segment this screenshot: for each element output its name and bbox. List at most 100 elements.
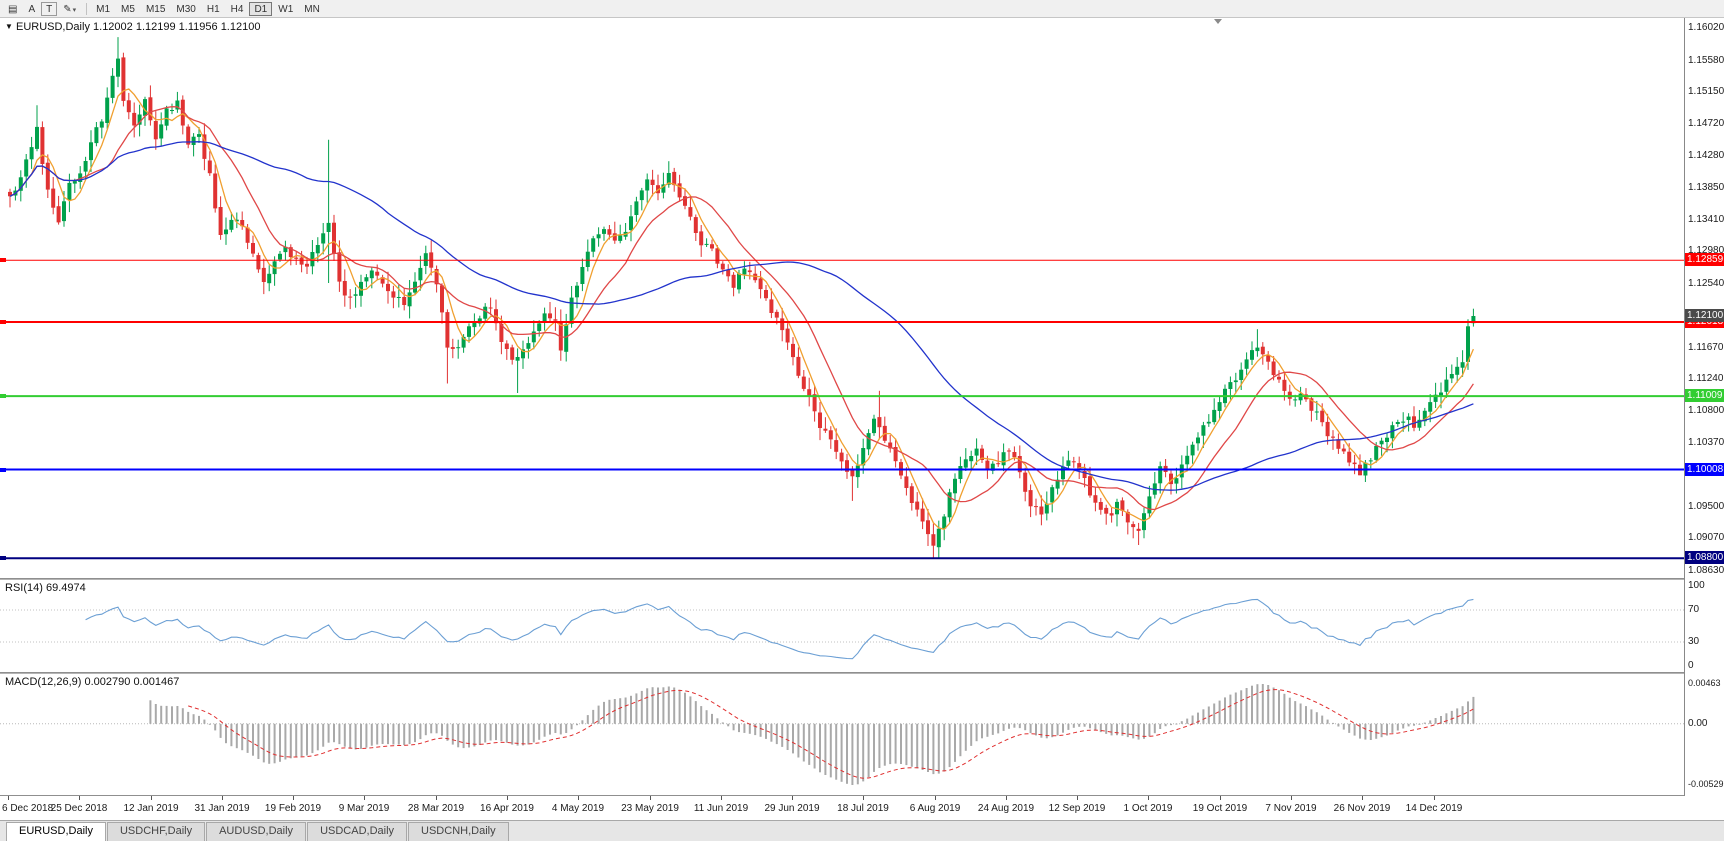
- date-axis-tick: 28 Mar 2019: [407, 803, 465, 814]
- moving-average-lines: [9, 88, 1474, 531]
- date-tick-mark: [1148, 796, 1149, 800]
- timeframe-button-m1[interactable]: M1: [96, 3, 111, 15]
- drawing-tool-icon[interactable]: ✎▾: [63, 3, 77, 15]
- price-line-label: 1.08800: [1685, 551, 1724, 565]
- date-axis-tick: 16 Apr 2019: [480, 803, 534, 814]
- date-axis-tick: 11 Jun 2019: [693, 803, 749, 814]
- rsi-axis-tick: 100: [1688, 580, 1705, 591]
- chart-symbol-period: EURUSD,Daily: [15, 21, 90, 33]
- support-resistance-lines[interactable]: [0, 259, 1684, 560]
- hline-left-marker[interactable]: [0, 258, 6, 263]
- chart-tab-usdcad-daily[interactable]: USDCAD,Daily: [307, 822, 408, 841]
- date-tick-mark: [792, 796, 793, 800]
- price-axis-tick: 1.11240: [1688, 373, 1724, 385]
- chart-tab-usdcnh-daily[interactable]: USDCNH,Daily: [408, 822, 509, 841]
- date-tick-mark: [151, 796, 152, 800]
- price-axis-tick: 1.10370: [1688, 436, 1724, 448]
- date-tick-mark: [507, 796, 508, 800]
- date-tick-mark: [1220, 796, 1221, 800]
- date-axis-tick: 24 Aug 2019: [977, 803, 1035, 814]
- price-line-label: 1.10008: [1685, 462, 1724, 476]
- text-tool-icon[interactable]: T: [41, 1, 58, 16]
- ohlc-high: 1.12199: [135, 21, 176, 33]
- rsi-value: 69.4974: [45, 582, 86, 594]
- pane-divider[interactable]: [0, 795, 1724, 796]
- date-axis-tick: 12 Sep 2019: [1048, 803, 1106, 814]
- chart-tab-audusd-daily[interactable]: AUDUSD,Daily: [206, 822, 307, 841]
- pane-divider[interactable]: [0, 672, 1724, 674]
- current-price-label: 1.12100: [1685, 308, 1724, 322]
- timeframe-button-mn[interactable]: MN: [304, 3, 320, 15]
- date-axis-tick: 19 Oct 2019: [1192, 803, 1248, 814]
- date-axis-tick: 31 Jan 2019: [194, 803, 250, 814]
- chart-tab-usdchf-daily[interactable]: USDCHF,Daily: [106, 822, 206, 841]
- date-axis-tick: 14 Dec 2019: [1405, 803, 1463, 814]
- price-axis-tick: 1.15150: [1688, 86, 1724, 98]
- main-chart-canvas[interactable]: [0, 18, 1684, 578]
- date-axis-tick: 26 Nov 2019: [1333, 803, 1391, 814]
- rsi-title: RSI(14): [5, 582, 43, 594]
- price-axis-tick: 1.16020: [1688, 22, 1724, 34]
- price-axis-tick: 1.11670: [1688, 341, 1724, 353]
- hline-left-marker[interactable]: [0, 467, 6, 472]
- macd-indicator-canvas[interactable]: [0, 674, 1684, 795]
- timeframe-button-h1[interactable]: H1: [206, 3, 220, 15]
- price-axis[interactable]: 1.16020 1.15580 1.15150 1.14720 1.14280 1.138…: [1684, 18, 1724, 796]
- hline-left-marker[interactable]: [0, 394, 6, 399]
- price-axis-tick: 1.14280: [1688, 149, 1724, 161]
- date-tick-mark: [8, 796, 9, 800]
- date-axis-tick: 1 Oct 2019: [1123, 803, 1173, 814]
- timeframe-button-m5[interactable]: M5: [121, 3, 135, 15]
- date-axis-tick: 6 Dec 2018: [2, 803, 54, 814]
- timeframe-button-h4[interactable]: H4: [230, 3, 244, 15]
- timeframe-button-m30[interactable]: M30: [176, 3, 196, 15]
- macd-axis-tick-zero: 0.00: [1688, 717, 1708, 729]
- date-axis[interactable]: 6 Dec 2018 25 Dec 2018 12 Jan 2019 31 Jan 2…: [0, 796, 1724, 820]
- hline-left-marker[interactable]: [0, 320, 6, 324]
- timeframe-button-m15[interactable]: M15: [145, 3, 166, 15]
- price-line-label: 1.11009: [1685, 389, 1724, 403]
- date-axis-tick: 25 Dec 2018: [50, 803, 108, 814]
- ohlc-low: 1.11956: [178, 21, 218, 33]
- chart-tab-eurusd-daily[interactable]: EURUSD,Daily: [6, 822, 106, 841]
- date-axis-tick: 19 Feb 2019: [264, 803, 322, 814]
- chart-tabs-bar: EURUSD,Daily USDCHF,Daily AUDUSD,Daily USDC…: [0, 820, 1724, 841]
- date-axis-tick: 18 Jul 2019: [837, 803, 889, 814]
- macd-axis-tick-bottom: -0.00529: [1688, 779, 1724, 789]
- chart-shift-marker[interactable]: [1214, 19, 1222, 24]
- date-axis-tick: 9 Mar 2019: [338, 803, 390, 814]
- date-tick-mark: [721, 796, 722, 800]
- date-tick-mark: [863, 796, 864, 800]
- timeframe-button-w1[interactable]: W1: [278, 3, 294, 15]
- rsi-label: RSI(14) 69.4974: [5, 582, 86, 594]
- rsi-axis-tick: 70: [1688, 604, 1700, 615]
- date-axis-tick: 29 Jun 2019: [764, 803, 820, 814]
- macd-value-main: 0.002790: [84, 676, 131, 688]
- price-line-label: 1.12859: [1685, 253, 1724, 267]
- timeframe-button-d1[interactable]: D1: [249, 1, 273, 16]
- date-tick-mark: [436, 796, 437, 800]
- candlesticks: [8, 37, 1476, 559]
- date-tick-mark: [79, 796, 80, 800]
- date-axis-tick: 23 May 2019: [621, 803, 679, 814]
- arrow-tool-icon[interactable]: A: [28, 3, 36, 15]
- rsi-indicator-canvas[interactable]: [0, 580, 1684, 672]
- hline-left-marker[interactable]: [0, 556, 6, 561]
- chart-info-line: ▼ EURUSD,Daily 1.12002 1.12199 1.11956 1…: [5, 21, 260, 33]
- price-axis-tick: 1.13410: [1688, 213, 1724, 225]
- symbol-dropdown-icon[interactable]: ▼: [5, 22, 13, 31]
- dropdown-caret-icon: ▾: [72, 6, 77, 14]
- rsi-axis-tick: 30: [1688, 636, 1700, 647]
- date-tick-mark: [293, 796, 294, 800]
- ohlc-open: 1.12002: [93, 21, 133, 33]
- date-axis-tick: 12 Jan 2019: [123, 803, 179, 814]
- price-axis-tick: 1.12980: [1688, 245, 1724, 257]
- chart-toolbar: ▤ A T ✎▾ M1 M5 M15 M30 H1 H4 D1 W1 MN: [0, 0, 1724, 18]
- macd-axis-tick-top: 0.00463: [1688, 678, 1721, 688]
- date-tick-mark: [650, 796, 651, 800]
- price-axis-tick: 1.09070: [1688, 532, 1724, 544]
- date-tick-mark: [935, 796, 936, 800]
- pane-divider[interactable]: [0, 578, 1724, 580]
- chart-window-icon[interactable]: ▤: [8, 3, 18, 15]
